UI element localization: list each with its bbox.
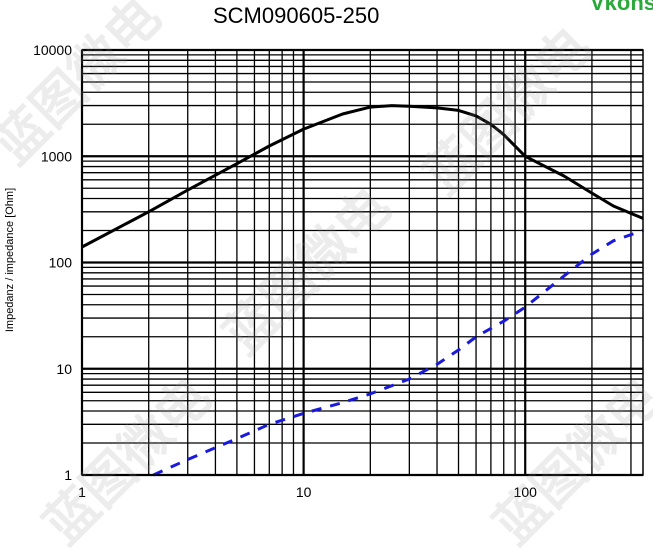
plot-frame <box>81 49 644 476</box>
solid-series-line <box>81 104 644 249</box>
series-lines <box>81 104 644 477</box>
y-tick-label: 10000 <box>33 42 72 58</box>
tick-labels: 1 10 100 1 10 100 1000 10000 <box>33 42 537 500</box>
y-tick-label: 10 <box>56 361 72 377</box>
impedance-chart: 1 10 100 1 10 100 1000 10000 <box>33 42 644 500</box>
y-tick-label: 1000 <box>41 148 72 164</box>
y-tick-label: 1 <box>64 467 72 483</box>
x-tick-label: 10 <box>296 484 312 500</box>
y-tick-label: 100 <box>49 255 73 271</box>
x-tick-label: 1 <box>78 484 86 500</box>
chart-title: SCM090605-250 <box>213 3 380 28</box>
x-tick-label: 100 <box>514 484 538 500</box>
brand-logo: Vkons <box>590 0 653 15</box>
grid-lines <box>80 48 643 477</box>
dashed-series-line <box>152 229 644 477</box>
